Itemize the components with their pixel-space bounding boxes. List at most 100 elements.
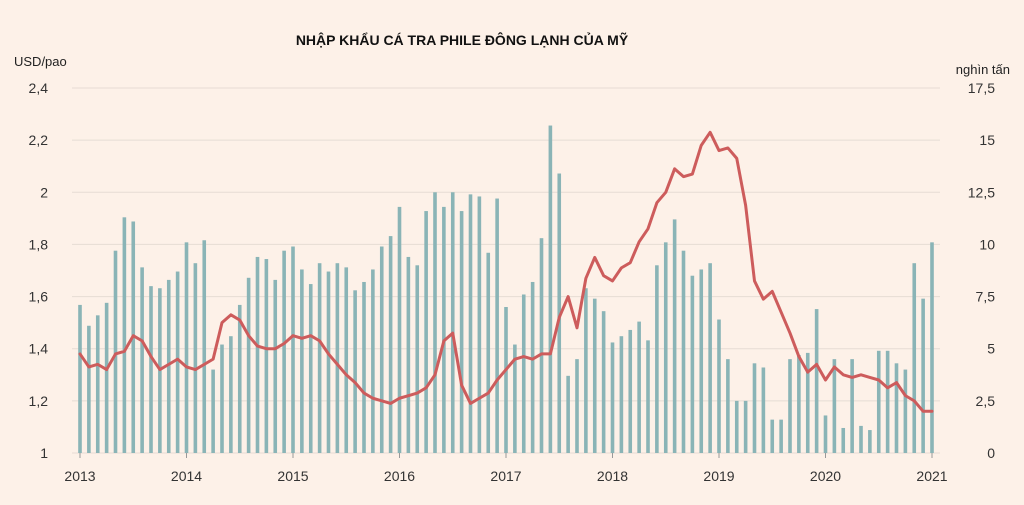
volume-bar [362, 281, 366, 453]
right-axis-unit: nghìn tấn [956, 62, 1010, 77]
volume-bar [246, 277, 251, 453]
volume-bar [317, 263, 322, 453]
volume-bar [140, 267, 144, 453]
volume-bar [557, 173, 562, 453]
volume-bar [521, 294, 526, 453]
volume-bar [912, 263, 917, 453]
y-left-tick-label: 2,2 [29, 132, 49, 148]
volume-bar [663, 242, 668, 453]
volume-bar [601, 311, 606, 453]
volume-bar [193, 263, 198, 453]
volume-bar [459, 211, 464, 453]
y-left-tick-label: 1,4 [29, 341, 49, 357]
volume-bar [752, 363, 757, 453]
volume-bar [104, 302, 109, 453]
volume-bar [850, 359, 854, 453]
volume-bar [859, 425, 863, 453]
volume-bar [202, 240, 207, 453]
volume-bar [433, 192, 437, 454]
volume-bar [149, 286, 153, 453]
x-tick-label: 2016 [384, 468, 415, 484]
volume-bar [805, 352, 810, 453]
volume-bar [335, 263, 340, 453]
left-axis-unit: USD/pao [14, 54, 67, 69]
y-right-tick-label: 15 [979, 132, 995, 148]
volume-bar [371, 269, 375, 453]
volume-bar [229, 336, 233, 453]
volume-bar [734, 400, 739, 453]
volume-bar [513, 344, 517, 453]
volume-bar [681, 250, 686, 453]
volume-bar [273, 279, 278, 453]
volume-bar [655, 265, 659, 453]
volume-bar [832, 359, 837, 453]
volume-bar [397, 206, 402, 453]
volume-bar [672, 219, 677, 453]
volume-bar [717, 319, 721, 453]
volume-bar [504, 307, 508, 453]
y-left-tick-label: 1 [40, 445, 48, 461]
volume-bar [619, 336, 624, 453]
volume-bar [388, 236, 393, 453]
volume-bar [477, 196, 482, 453]
volume-bar [779, 419, 783, 453]
x-tick-label: 2020 [810, 468, 841, 484]
volume-bar [78, 304, 82, 453]
volume-bar [184, 242, 189, 453]
volume-bar [113, 250, 118, 453]
y-left-tick-label: 1,6 [29, 289, 49, 305]
volume-bar [903, 369, 908, 453]
volume-bar [353, 290, 357, 453]
volume-bar [566, 375, 570, 453]
volume-bar [743, 400, 748, 453]
volume-bar [220, 344, 224, 453]
volume-bar [708, 263, 712, 453]
volume-bar [237, 304, 242, 453]
x-tick-label: 2013 [64, 468, 95, 484]
volume-bar [291, 246, 295, 453]
volume-bar [424, 211, 428, 453]
y-left-tick-label: 2,4 [29, 80, 49, 96]
volume-bar [788, 359, 792, 453]
y-left-tick-label: 1,8 [29, 236, 49, 252]
volume-bar [575, 359, 579, 453]
volume-bar [264, 259, 269, 453]
volume-bar [921, 298, 925, 453]
volume-bar [814, 309, 819, 453]
y-right-tick-label: 0 [987, 445, 995, 461]
x-tick-label: 2019 [703, 468, 734, 484]
volume-bar [344, 267, 349, 453]
volume-bar [610, 342, 615, 453]
axis-labels: 1 1,2 1,4 1,6 1,8 2 2,2 2,4 0 2,5 5 7,5 10 12,5 15 17,5… [29, 80, 996, 484]
volume-bar [584, 288, 588, 453]
volume-bar [770, 419, 775, 453]
volume-bar [885, 350, 890, 453]
volume-bar [646, 340, 650, 453]
volume-bar [548, 125, 553, 453]
volume-bar [530, 281, 535, 453]
y-right-tick-label: 17,5 [968, 80, 995, 96]
volume-bar [442, 206, 446, 453]
volume-bar [637, 321, 641, 453]
x-tick-label: 2015 [277, 468, 308, 484]
volume-bar [690, 275, 695, 453]
volume-bar [166, 279, 171, 453]
volume-bar [699, 269, 704, 453]
volume-bar [122, 217, 127, 453]
volume-bar [87, 325, 91, 453]
volume-bar [450, 192, 455, 454]
y-left-tick-label: 2 [40, 184, 48, 200]
volume-bar [876, 350, 881, 453]
price-line [78, 130, 934, 413]
y-right-tick-label: 5 [987, 341, 995, 357]
volume-bar [841, 427, 846, 453]
volume-bar [379, 246, 384, 453]
volume-bar [539, 238, 544, 453]
chart-title: NHẬP KHẨU CÁ TRA PHILE ĐÔNG LẠNH CỦA MỸ [296, 31, 629, 48]
x-tick-label: 2017 [490, 468, 521, 484]
volume-bar [930, 242, 934, 453]
volume-bar [495, 198, 499, 453]
x-tick-label: 2018 [597, 468, 628, 484]
